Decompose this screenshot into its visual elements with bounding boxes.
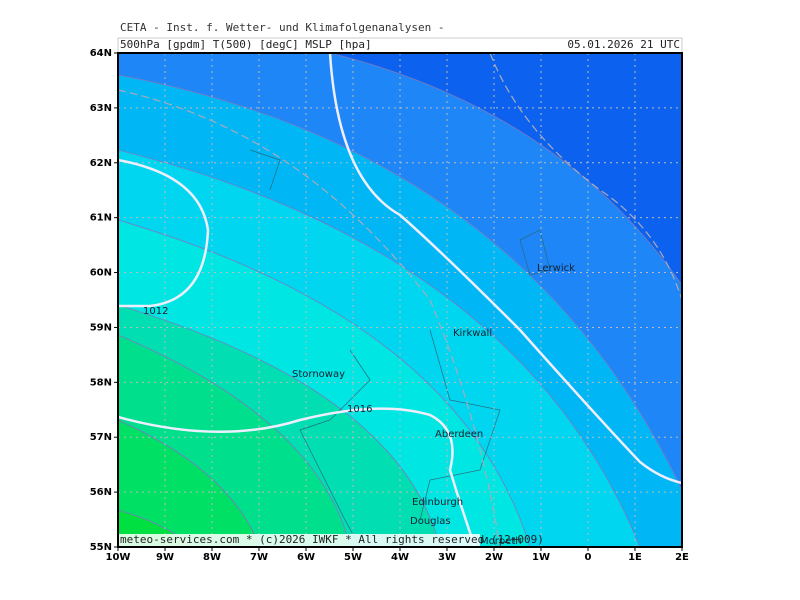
date: 05.01.2026 21 UTC [567, 38, 680, 51]
lat-label: 56N [90, 487, 112, 498]
lat-label: 58N [90, 377, 112, 388]
coastline [249, 149, 551, 547]
place-label: Edinburgh [412, 497, 463, 508]
lat-label: 62N [90, 158, 112, 169]
place-label: Douglas [410, 516, 451, 527]
lat-label: 61N [90, 213, 112, 224]
lon-label: 4W [391, 552, 409, 563]
lon-label: 3W [438, 552, 456, 563]
lat-label: 60N [90, 268, 112, 279]
isobar [328, 53, 682, 485]
lon-label: 2W [485, 552, 503, 563]
isobar [118, 407, 477, 547]
lon-label: 5W [344, 552, 362, 563]
lat-label: 57N [90, 432, 112, 443]
lon-label: 7W [250, 552, 268, 563]
isobar [118, 158, 210, 308]
lat-label: 55N [90, 542, 112, 553]
lon-label: 2E [675, 552, 689, 563]
lon-label: 1E [628, 552, 642, 563]
isobar-label: 1012 [143, 306, 168, 317]
lat-label: 63N [90, 103, 112, 114]
lon-label: 1W [532, 552, 550, 563]
field [118, 53, 682, 547]
subtitle: 500hPa [gpdm] T(500) [degC] MSLP [hpa] [120, 38, 372, 51]
place-label: Stornoway [292, 369, 345, 380]
title: CETA - Inst. f. Wetter- und Klimafolgena… [120, 21, 445, 34]
lat-label: 64N [90, 48, 112, 59]
lon-label: 6W [297, 552, 315, 563]
isobar-label: 1016 [347, 404, 372, 415]
lon-label: 8W [203, 552, 221, 563]
lat-label: 59N [90, 322, 112, 333]
place-label: Kirkwall [453, 328, 492, 339]
lon-label: 9W [156, 552, 174, 563]
place-label: Lerwick [537, 263, 575, 274]
place-label: Morpeth [480, 536, 522, 547]
contour [489, 53, 682, 301]
contour [118, 89, 501, 547]
footer-box [118, 534, 480, 546]
place-label: Aberdeen [435, 429, 483, 440]
lon-label: 10W [106, 552, 131, 563]
grid [118, 53, 682, 547]
footer: meteo-services.com * (c)2026 IWKF * All … [120, 533, 544, 546]
lon-label: 0 [585, 552, 592, 563]
